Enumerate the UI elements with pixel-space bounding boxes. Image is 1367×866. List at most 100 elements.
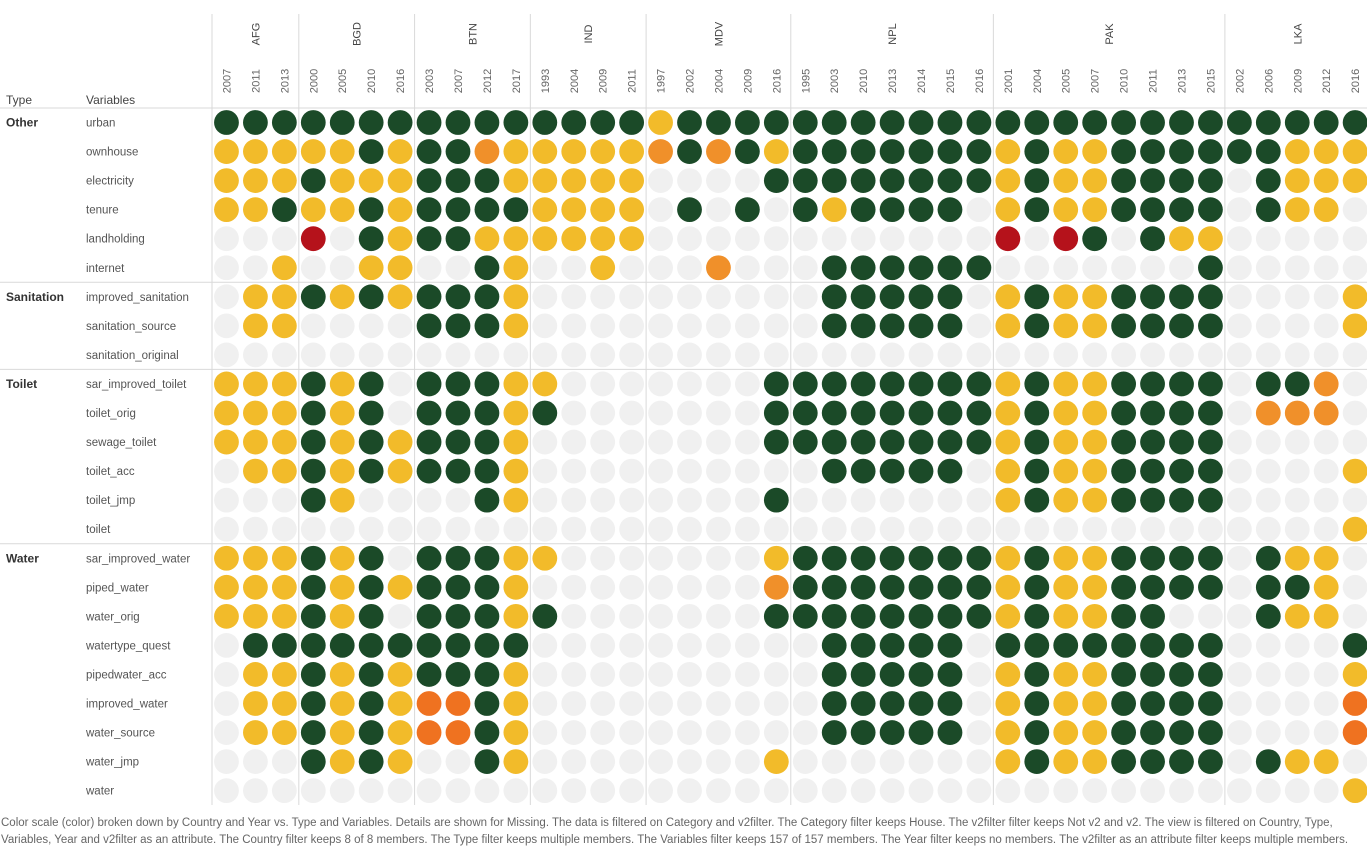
cell-empty xyxy=(1082,516,1108,542)
cell-empty xyxy=(677,603,702,629)
cell-empty xyxy=(706,662,731,687)
cell-empty xyxy=(966,342,992,368)
cell-empty xyxy=(1226,749,1252,774)
cell-filled xyxy=(243,458,268,484)
cell-filled xyxy=(1226,110,1252,135)
cell-filled xyxy=(387,110,413,135)
cell-filled xyxy=(1111,487,1137,513)
cell-empty xyxy=(734,400,760,426)
cell-filled xyxy=(1140,168,1165,194)
cell-empty xyxy=(706,371,731,397)
cell-filled xyxy=(503,429,529,455)
cell-filled xyxy=(214,603,239,629)
cell-filled xyxy=(850,313,876,339)
cell-filled xyxy=(1342,720,1367,745)
cell-empty xyxy=(821,487,847,513)
cell-empty xyxy=(561,574,587,600)
cell-filled xyxy=(879,633,905,658)
cell-filled xyxy=(358,284,384,310)
cell-filled xyxy=(879,603,905,629)
cell-filled xyxy=(271,139,297,164)
cell-empty xyxy=(214,458,239,484)
cell-empty xyxy=(966,226,992,252)
cell-filled xyxy=(1169,429,1194,455)
cell-empty xyxy=(503,516,529,542)
chart-caption: Color scale (color) broken down by Count… xyxy=(1,817,1349,846)
country-label: BGD xyxy=(352,22,364,46)
cell-filled xyxy=(1284,400,1310,426)
cell-filled xyxy=(271,574,297,600)
cell-empty xyxy=(1226,574,1252,600)
cell-filled xyxy=(1111,574,1137,600)
cell-filled xyxy=(1082,458,1108,484)
cell-empty xyxy=(1255,633,1281,658)
cell-filled xyxy=(937,313,963,339)
cell-filled xyxy=(445,226,471,252)
cell-filled xyxy=(474,226,500,252)
cell-filled xyxy=(879,662,905,687)
cell-filled xyxy=(358,545,384,571)
cell-filled xyxy=(821,429,847,455)
cell-empty xyxy=(1226,603,1252,629)
cell-empty xyxy=(734,226,760,252)
cell-filled xyxy=(1255,574,1281,600)
country-label: NPL xyxy=(887,23,899,44)
cell-filled xyxy=(474,458,500,484)
cell-empty xyxy=(561,545,587,571)
cell-filled xyxy=(734,139,760,164)
cell-filled xyxy=(474,400,500,426)
year-label: 2009 xyxy=(742,69,754,93)
cell-empty xyxy=(590,284,616,310)
cell-filled xyxy=(300,545,326,571)
cell-filled xyxy=(416,371,442,397)
cell-empty xyxy=(648,255,673,281)
cell-filled xyxy=(908,545,934,571)
cell-empty xyxy=(387,603,413,629)
cell-filled xyxy=(879,691,905,716)
cell-empty xyxy=(879,778,905,804)
cell-filled xyxy=(1053,749,1079,774)
cell-empty xyxy=(271,749,297,774)
cell-empty xyxy=(358,516,384,542)
year-label: 2012 xyxy=(482,69,494,93)
cell-filled xyxy=(474,720,500,745)
cell-empty xyxy=(329,226,355,252)
cell-filled xyxy=(937,691,963,716)
type-label: Other xyxy=(6,116,38,130)
year-label: 2016 xyxy=(1350,69,1362,93)
cell-filled xyxy=(243,371,268,397)
cell-filled xyxy=(1342,458,1367,484)
cell-filled xyxy=(879,720,905,745)
row-labels: Other urban ownhouse electricity tenure landh… xyxy=(6,116,190,798)
cell-empty xyxy=(214,662,239,687)
year-label: 2003 xyxy=(829,69,841,93)
cell-empty xyxy=(734,574,760,600)
cell-filled xyxy=(908,139,934,164)
cell-filled xyxy=(1053,691,1079,716)
cell-filled xyxy=(271,197,297,223)
year-label: 2001 xyxy=(1003,69,1015,93)
cell-filled xyxy=(1198,429,1223,455)
cell-filled xyxy=(590,226,616,252)
cell-filled xyxy=(300,284,326,310)
country-label: AFG xyxy=(250,23,262,46)
cell-filled xyxy=(1111,603,1137,629)
cell-filled xyxy=(995,662,1021,687)
cell-empty xyxy=(416,487,442,513)
year-label: 2011 xyxy=(250,69,262,93)
cell-filled xyxy=(214,371,239,397)
cell-filled xyxy=(214,139,239,164)
cell-filled xyxy=(243,691,268,716)
cell-empty xyxy=(763,720,789,745)
cell-empty xyxy=(706,197,731,223)
cell-filled xyxy=(1255,197,1281,223)
cell-empty xyxy=(908,516,934,542)
cell-filled xyxy=(1140,662,1165,687)
cell-empty xyxy=(821,749,847,774)
cell-empty xyxy=(1342,574,1367,600)
variable-label: landholding xyxy=(86,234,145,246)
cell-filled xyxy=(1342,284,1367,310)
cell-filled xyxy=(300,110,326,135)
cell-filled xyxy=(1255,400,1281,426)
cell-empty xyxy=(532,487,558,513)
